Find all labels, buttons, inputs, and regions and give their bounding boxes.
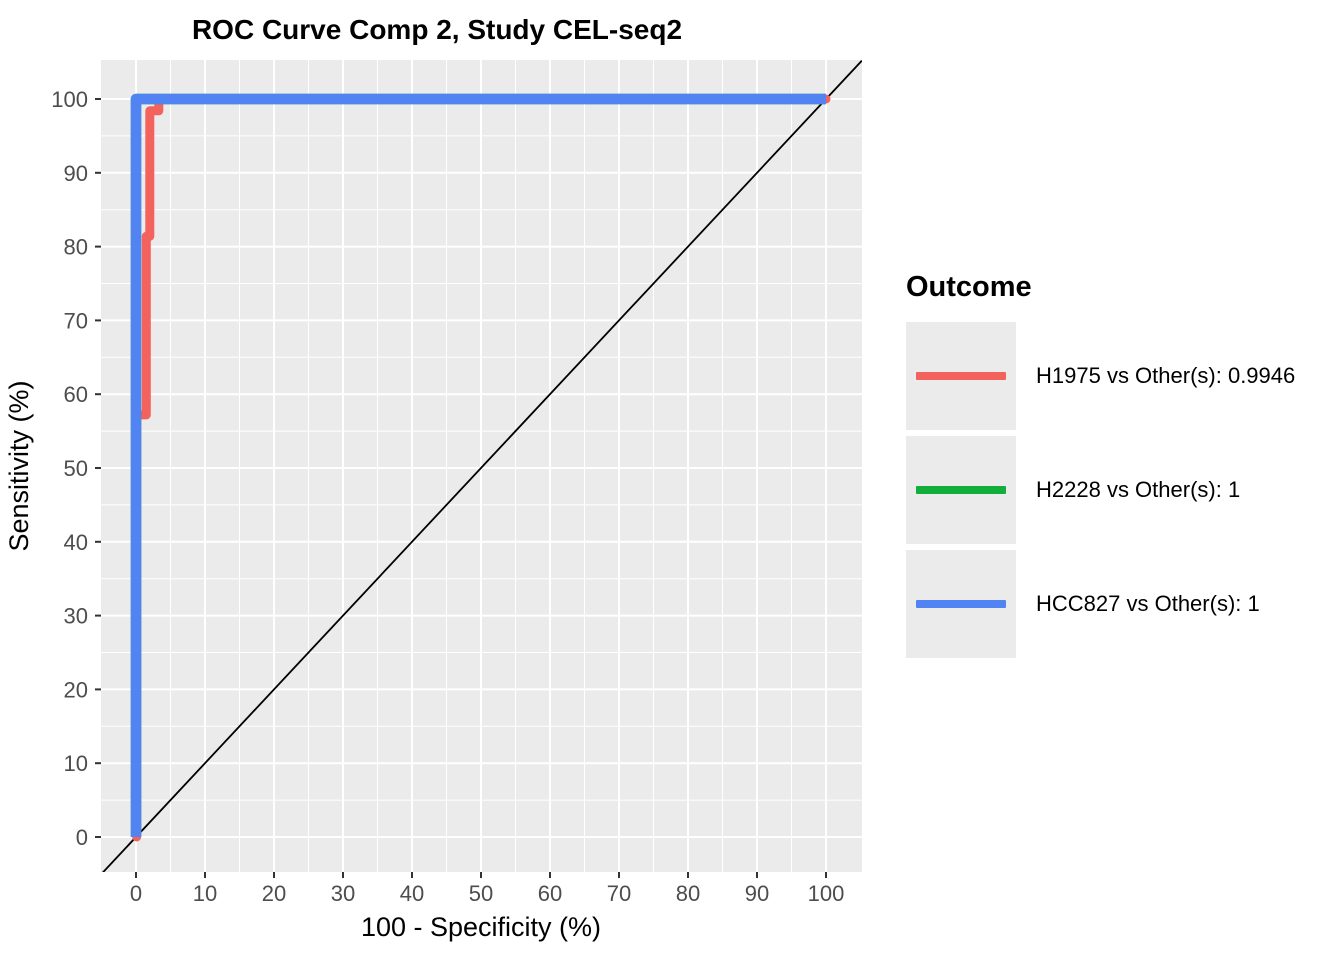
x-axis-tick-label: 20 xyxy=(262,881,286,906)
roc-plot: 0 10 20 30 40 50 60 70 80 90 100 0 10 20 30 40 50 60 70 80 9… xyxy=(4,14,862,942)
legend-entry-h1975: H1975 vs Other(s): 0.9946 xyxy=(906,322,1295,430)
y-axis-tick-label: 100 xyxy=(51,87,88,112)
y-axis-tick-label: 80 xyxy=(64,235,88,260)
x-axis-tick-label: 40 xyxy=(400,881,424,906)
roc-curve-hcc827 xyxy=(130,93,826,837)
chance-diagonal-line xyxy=(102,60,862,872)
x-axis-tick-label: 10 xyxy=(193,881,217,906)
y-axis-tick-label: 0 xyxy=(76,825,88,850)
legend-entry-hcc827: HCC827 vs Other(s): 1 xyxy=(906,550,1295,658)
y-axis-tick-label: 70 xyxy=(64,308,88,333)
legend-line-icon xyxy=(916,486,1006,494)
y-axis-tick-label: 60 xyxy=(64,382,88,407)
legend-entry-label: H2228 vs Other(s): 1 xyxy=(1036,477,1241,502)
legend: Outcome H1975 vs Other(s): 0.9946 H2228 … xyxy=(906,271,1295,658)
legend-key-box xyxy=(906,550,1016,658)
legend-key-box xyxy=(906,436,1016,544)
legend-entry-h2228: H2228 vs Other(s): 1 xyxy=(906,436,1295,544)
x-axis-tick-label: 30 xyxy=(331,881,355,906)
y-axis-tick-label: 30 xyxy=(64,604,88,629)
y-axis-tick-label: 40 xyxy=(64,530,88,555)
y-axis-tick-label: 10 xyxy=(64,751,88,776)
y-axis-tick-label: 90 xyxy=(64,161,88,186)
legend-entry-label: H1975 vs Other(s): 0.9946 xyxy=(1036,363,1296,388)
x-axis-tick-label: 100 xyxy=(808,881,845,906)
legend-entry-label: HCC827 vs Other(s): 1 xyxy=(1036,591,1260,616)
y-axis-tick-label: 50 xyxy=(64,456,88,481)
x-axis-tick-label: 0 xyxy=(130,881,142,906)
plot-title: ROC Curve Comp 2, Study CEL-seq2 xyxy=(192,14,682,45)
legend-line-icon xyxy=(916,372,1006,380)
y-axis-title: Sensitivity (%) xyxy=(4,380,34,551)
x-axis-title: 100 - Specificity (%) xyxy=(361,912,601,942)
x-axis-tick-label: 90 xyxy=(745,881,769,906)
y-axis-tick-label: 20 xyxy=(64,677,88,702)
legend-entries: H1975 vs Other(s): 0.9946 H2228 vs Other… xyxy=(906,322,1295,658)
legend-title: Outcome xyxy=(906,271,1032,303)
legend-key-box xyxy=(906,322,1016,430)
legend-line-icon xyxy=(916,600,1006,608)
x-axis-tick-label: 80 xyxy=(676,881,700,906)
x-axis-tick-label: 50 xyxy=(469,881,493,906)
x-axis-tick-label: 70 xyxy=(607,881,631,906)
x-axis-tick-label: 60 xyxy=(538,881,562,906)
